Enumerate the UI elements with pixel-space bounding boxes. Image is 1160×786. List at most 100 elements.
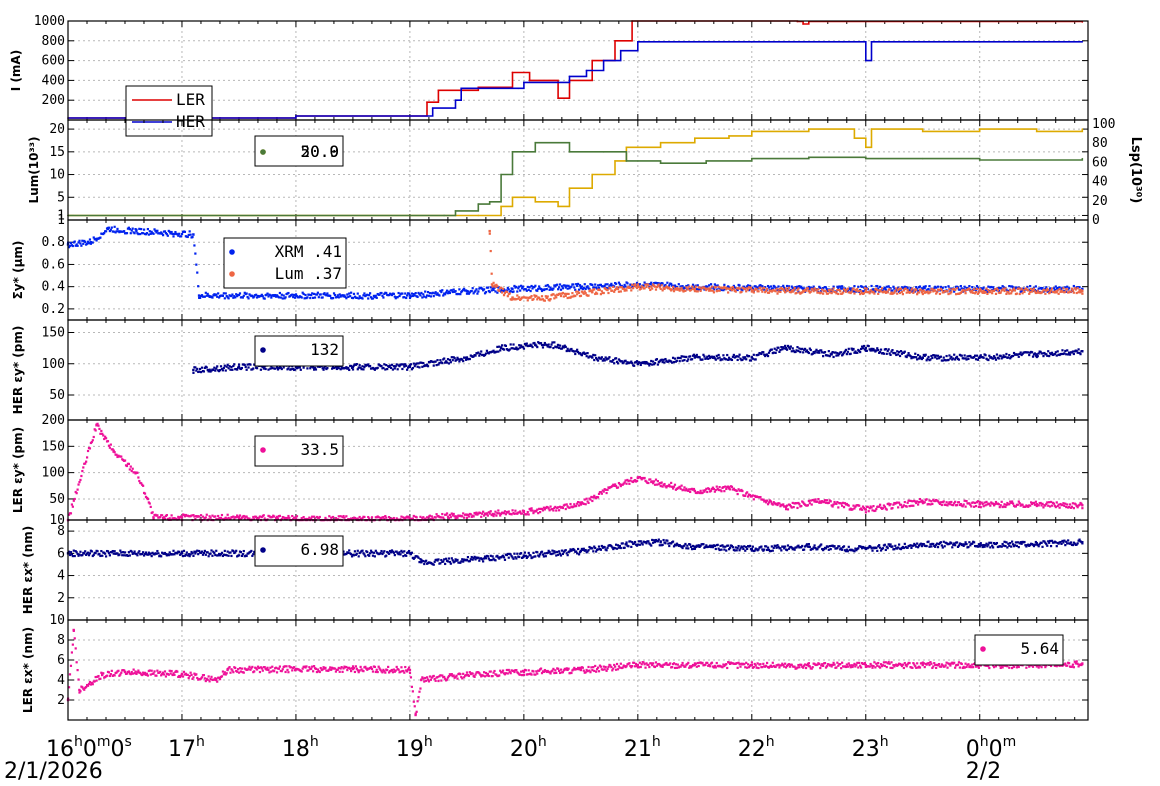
data-point [911,500,913,502]
data-point [631,362,633,364]
data-point [202,516,204,518]
data-point [356,363,358,365]
data-point [114,226,116,228]
data-point [948,354,950,356]
data-point [286,517,288,519]
data-point [644,283,646,285]
data-point [1005,293,1007,295]
data-point [1047,289,1049,291]
data-point [732,286,734,288]
data-point [1064,503,1066,505]
data-point [252,367,254,369]
data-point [195,264,197,266]
data-point [519,289,521,291]
data-point [147,554,149,556]
data-point [845,291,847,293]
data-point [640,288,642,290]
legend-label: 33.5 [300,440,339,459]
data-point [435,291,437,293]
data-point [986,293,988,295]
data-point [649,478,651,480]
data-point [687,288,689,290]
data-point [561,347,563,349]
data-point [643,477,645,479]
data-point [656,484,658,486]
data-point [830,500,832,502]
data-point [500,174,502,176]
data-point [1036,353,1038,355]
data-point [681,485,683,487]
data-point [457,293,459,295]
data-point [1065,353,1067,355]
data-point [814,498,816,500]
data-point [534,344,536,346]
data-point [849,287,851,289]
data-point [585,352,587,354]
data-point [810,349,812,351]
data-point [377,367,379,369]
data-point [759,496,761,498]
data-point [857,286,859,288]
data-point [586,355,588,357]
data-point [682,356,684,358]
data-point [367,297,369,299]
data-point [936,357,938,359]
data-point [114,550,116,552]
data-point [541,344,543,346]
data-point [854,137,856,139]
data-point [553,297,555,299]
data-point [775,352,777,354]
data-point [782,285,784,287]
data-point [245,366,247,368]
data-point [197,285,199,287]
data-point [696,288,698,290]
data-point [745,290,747,292]
data-point [453,513,455,515]
data-point [936,291,938,293]
data-point [149,230,151,232]
data-point [897,506,899,508]
data-point [715,359,717,361]
data-point [899,292,901,294]
data-point [624,479,626,481]
data-point [138,228,140,230]
data-point [269,368,271,370]
data-point [70,512,72,514]
data-point [190,553,192,555]
data-point [768,292,770,294]
data-point [649,363,651,365]
data-point [226,554,228,556]
data-point [481,513,483,515]
data-point [1038,352,1040,354]
data-point [918,501,920,503]
data-point [922,131,924,133]
data-point [491,273,493,275]
data-point [889,288,891,290]
data-point [224,365,226,367]
data-point [246,555,248,557]
data-point [552,509,554,511]
data-point [562,507,564,509]
data-point [828,350,830,352]
data-point [569,187,571,189]
data-point [345,515,347,517]
data-point [405,365,407,367]
data-point [433,365,435,367]
data-point [927,288,929,290]
data-point [413,515,415,517]
data-point [1000,291,1002,293]
data-point [129,468,131,470]
data-point [247,366,249,368]
data-point [505,513,507,515]
data-point [720,490,722,492]
data-point [229,551,231,553]
data-point [766,288,768,290]
data-point [213,552,215,554]
data-point [931,357,933,359]
data-point [990,289,992,291]
data-point [718,286,720,288]
data-point [947,285,949,287]
data-point [606,289,608,291]
data-point [719,486,721,488]
data-point [837,506,839,508]
